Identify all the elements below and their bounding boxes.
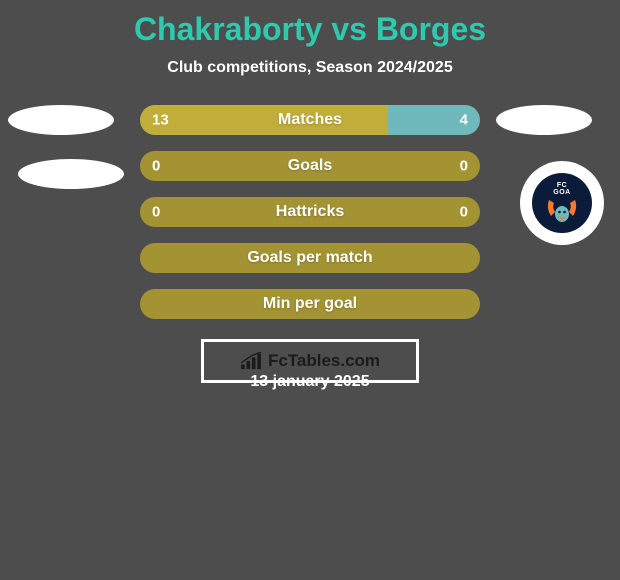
stat-label: Min per goal (263, 295, 357, 313)
club-badge-line1: FC (553, 182, 570, 189)
player-left-club-avatar (18, 159, 124, 189)
stat-fill-left (140, 105, 388, 135)
page-subtitle: Club competitions, Season 2024/2025 (0, 59, 620, 77)
stat-row: Hattricks 0 0 (140, 197, 480, 227)
stat-label: Goals (288, 157, 332, 175)
page-title: Chakraborty vs Borges (0, 0, 620, 47)
stat-value-right: 0 (460, 204, 468, 221)
brand-chart-icon (240, 352, 262, 370)
stat-value-right: 0 (460, 158, 468, 175)
stat-value-left: 0 (152, 204, 160, 221)
stat-row: Matches 13 4 (140, 105, 480, 135)
stat-row: Goals per match (140, 243, 480, 273)
stat-label: Goals per match (247, 249, 372, 267)
brand-box[interactable]: FcTables.com (201, 339, 419, 383)
stat-row: Goals 0 0 (140, 151, 480, 181)
stat-label: Matches (278, 111, 342, 129)
eye-right-icon (563, 211, 566, 214)
player-left-avatar (8, 105, 114, 135)
club-badge-inner: FC GOA (532, 173, 592, 233)
eye-left-icon (558, 211, 561, 214)
horn-left-icon (548, 200, 555, 216)
stat-value-right: 4 (460, 112, 468, 129)
stat-value-left: 13 (152, 112, 169, 129)
stat-bars: Matches 13 4 Goals 0 0 Hattricks 0 0 Goals per ma… (140, 105, 480, 335)
brand-text: FcTables.com (268, 351, 380, 371)
player-right-avatar (496, 105, 592, 135)
horn-right-icon (569, 200, 576, 216)
stat-value-left: 0 (152, 158, 160, 175)
player-right-club-badge: FC GOA (520, 161, 604, 245)
club-badge-icon (545, 198, 579, 224)
club-badge-line2: GOA (553, 189, 570, 196)
stat-row: Min per goal (140, 289, 480, 319)
club-badge-text: FC GOA (553, 182, 570, 196)
stat-label: Hattricks (276, 203, 344, 221)
